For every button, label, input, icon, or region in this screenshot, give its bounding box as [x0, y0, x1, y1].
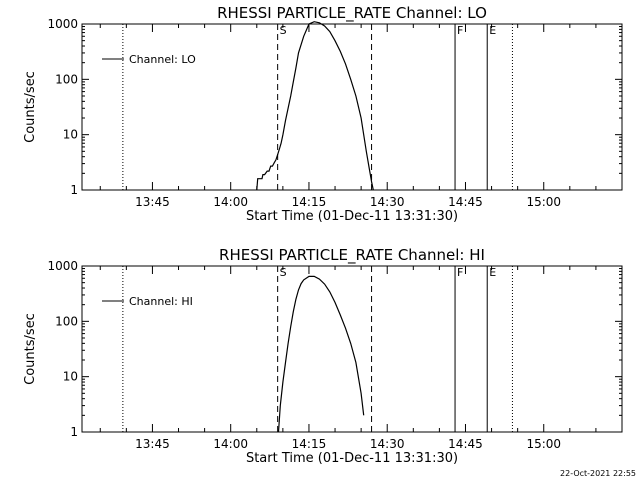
legend-entry: Channel: LO [129, 53, 196, 66]
x-tick-label: 14:15 [292, 437, 327, 451]
x-tick-label: 14:45 [448, 195, 483, 209]
y-tick-label: 100 [55, 314, 78, 328]
y-tick-label: 10 [63, 370, 78, 384]
x-tick-label: 14:15 [292, 195, 327, 209]
y-tick-label: 100 [55, 72, 78, 86]
series-line-0 [256, 21, 374, 191]
y-axis-label: Counts/sec [23, 71, 38, 143]
x-tick-label: 13:45 [135, 195, 170, 209]
y-axis-label: Counts/sec [23, 313, 38, 385]
chart-title: RHESSI PARTICLE_RATE Channel: HI [219, 246, 485, 265]
x-tick-label: 15:00 [526, 195, 561, 209]
x-tick-label: 14:30 [370, 437, 405, 451]
y-tick-label: 1000 [47, 259, 78, 273]
x-tick-label: 14:30 [370, 195, 405, 209]
x-tick-label: 15:00 [526, 437, 561, 451]
marker-label-f: F [457, 24, 463, 37]
plot-frame [81, 23, 623, 191]
y-tick-label: 1000 [47, 17, 78, 31]
chart-panel-1: RHESSI PARTICLE_RATE Channel: HI 1 10 100 10… [23, 246, 623, 466]
chart-title: RHESSI PARTICLE_RATE Channel: LO [217, 4, 487, 23]
x-tick-label: 14:00 [213, 437, 248, 451]
x-tick-label: 13:45 [135, 437, 170, 451]
legend-entry: Channel: HI [129, 295, 193, 308]
footer-timestamp: 22-Oct-2021 22:55 [560, 469, 636, 478]
marker-label-s: S [280, 266, 287, 279]
x-axis-label: Start Time (01-Dec-11 13:31:30) [246, 209, 458, 224]
y-tick-label: 1 [70, 425, 78, 439]
marker-label-e: E [489, 266, 496, 279]
x-tick-label: 14:45 [448, 437, 483, 451]
x-axis-label: Start Time (01-Dec-11 13:31:30) [246, 451, 458, 466]
series-line-0 [277, 275, 365, 433]
chart-panel-0: RHESSI PARTICLE_RATE Channel: LO 1 10 100 10… [23, 4, 623, 224]
marker-label-e: E [489, 24, 496, 37]
marker-label-f: F [457, 266, 463, 279]
marker-label-s: S [280, 24, 287, 37]
y-tick-label: 1 [70, 183, 78, 197]
x-tick-label: 14:00 [213, 195, 248, 209]
y-tick-label: 10 [63, 128, 78, 142]
plot-frame [81, 265, 623, 433]
